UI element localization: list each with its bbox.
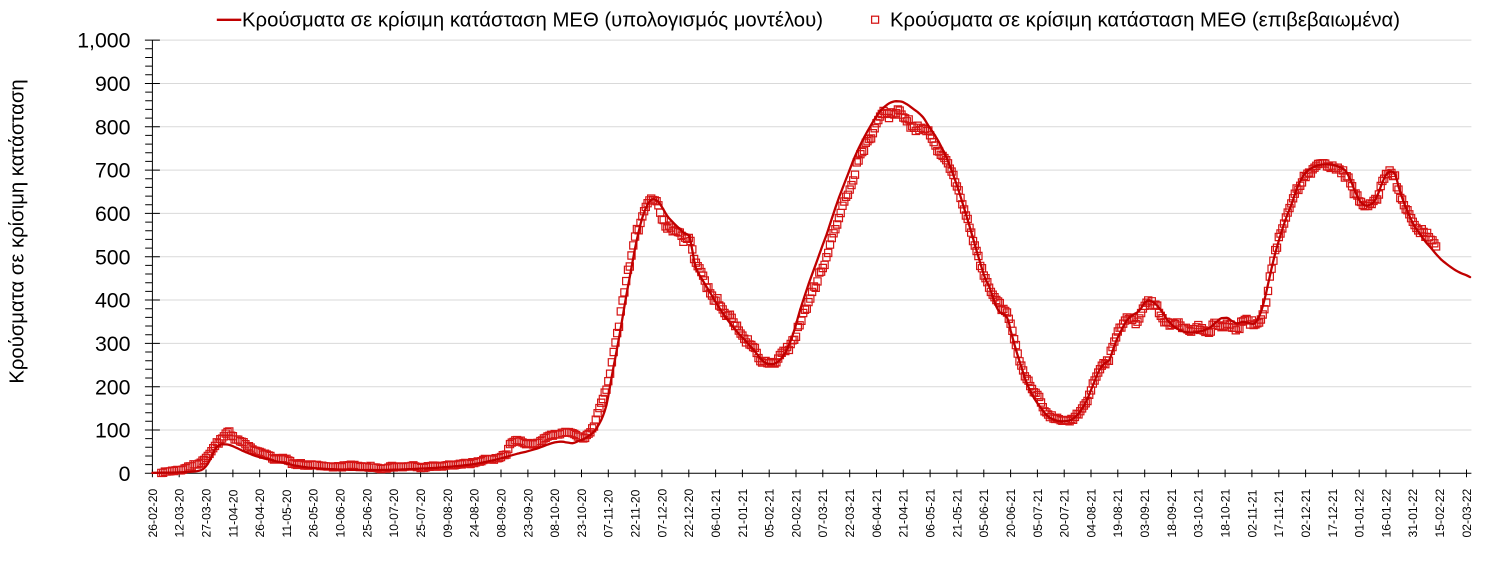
svg-text:31-01-22: 31-01-22	[1406, 488, 1420, 537]
svg-text:15-02-22: 15-02-22	[1433, 488, 1447, 537]
svg-text:22-03-21: 22-03-21	[843, 488, 857, 537]
svg-text:07-11-20: 07-11-20	[602, 489, 616, 537]
svg-text:05-07-21: 05-07-21	[1031, 488, 1045, 537]
svg-text:17-12-21: 17-12-21	[1326, 488, 1340, 537]
svg-text:11-05-20: 11-05-20	[280, 489, 294, 537]
svg-text:01-01-22: 01-01-22	[1353, 488, 1367, 537]
svg-text:23-10-20: 23-10-20	[575, 488, 589, 537]
svg-text:08-09-20: 08-09-20	[494, 488, 508, 537]
svg-text:Κρούσματα σε κρίσιμη κατάσταση: Κρούσματα σε κρίσιμη κατάσταση	[7, 79, 29, 383]
svg-text:07-03-21: 07-03-21	[816, 488, 830, 537]
svg-text:800: 800	[95, 115, 131, 139]
svg-text:07-12-20: 07-12-20	[655, 488, 669, 537]
svg-text:26-05-20: 26-05-20	[307, 488, 321, 537]
svg-text:02-03-22: 02-03-22	[1460, 488, 1474, 537]
svg-text:0: 0	[119, 462, 131, 486]
svg-text:20-06-21: 20-06-21	[1004, 488, 1018, 537]
svg-text:600: 600	[95, 202, 131, 226]
svg-text:05-06-21: 05-06-21	[977, 488, 991, 537]
svg-text:400: 400	[95, 289, 131, 313]
svg-text:27-03-20: 27-03-20	[199, 488, 213, 537]
svg-text:20-02-21: 20-02-21	[789, 488, 803, 537]
svg-text:09-08-20: 09-08-20	[441, 488, 455, 537]
svg-text:22-11-20: 22-11-20	[629, 489, 643, 537]
svg-text:26-04-20: 26-04-20	[253, 488, 267, 537]
svg-text:300: 300	[95, 332, 131, 356]
svg-text:02-11-21: 02-11-21	[1245, 489, 1259, 537]
svg-text:19-08-21: 19-08-21	[1111, 488, 1125, 537]
svg-text:04-08-21: 04-08-21	[1084, 488, 1098, 537]
svg-text:20-07-21: 20-07-21	[1058, 488, 1072, 537]
svg-text:10-07-20: 10-07-20	[387, 488, 401, 537]
svg-text:02-12-21: 02-12-21	[1299, 488, 1313, 537]
svg-text:Κρούσματα σε κρίσιμη κατάσταση: Κρούσματα σε κρίσιμη κατάσταση ΜΕΘ (υπολ…	[242, 10, 823, 32]
svg-text:21-01-21: 21-01-21	[736, 488, 750, 537]
svg-text:06-05-21: 06-05-21	[924, 488, 938, 537]
svg-text:21-04-21: 21-04-21	[897, 488, 911, 537]
svg-text:03-09-21: 03-09-21	[1138, 488, 1152, 537]
svg-text:08-10-20: 08-10-20	[548, 488, 562, 537]
svg-text:18-09-21: 18-09-21	[1165, 488, 1179, 537]
svg-text:18-10-21: 18-10-21	[1219, 488, 1233, 537]
svg-text:11-04-20: 11-04-20	[226, 489, 240, 537]
svg-text:17-11-21: 17-11-21	[1272, 489, 1286, 537]
svg-text:16-01-22: 16-01-22	[1379, 488, 1393, 537]
svg-text:Κρούσματα σε κρίσιμη κατάσταση: Κρούσματα σε κρίσιμη κατάσταση ΜΕΘ (επιβ…	[890, 10, 1400, 32]
svg-text:06-04-21: 06-04-21	[870, 488, 884, 537]
svg-text:23-09-20: 23-09-20	[521, 488, 535, 537]
svg-text:26-02-20: 26-02-20	[146, 488, 160, 537]
svg-text:06-01-21: 06-01-21	[709, 488, 723, 537]
svg-text:24-08-20: 24-08-20	[468, 488, 482, 537]
svg-text:100: 100	[95, 419, 131, 443]
svg-text:12-03-20: 12-03-20	[173, 488, 187, 537]
svg-text:500: 500	[95, 245, 131, 269]
svg-text:25-07-20: 25-07-20	[414, 488, 428, 537]
svg-text:10-06-20: 10-06-20	[334, 488, 348, 537]
svg-text:05-02-21: 05-02-21	[763, 488, 777, 537]
svg-text:21-05-21: 21-05-21	[950, 488, 964, 537]
svg-text:200: 200	[95, 375, 131, 399]
svg-text:22-12-20: 22-12-20	[682, 488, 696, 537]
svg-text:25-06-20: 25-06-20	[360, 488, 374, 537]
svg-text:03-10-21: 03-10-21	[1192, 488, 1206, 537]
svg-text:1,000: 1,000	[77, 29, 130, 53]
svg-text:900: 900	[95, 72, 131, 96]
svg-text:700: 700	[95, 159, 131, 183]
